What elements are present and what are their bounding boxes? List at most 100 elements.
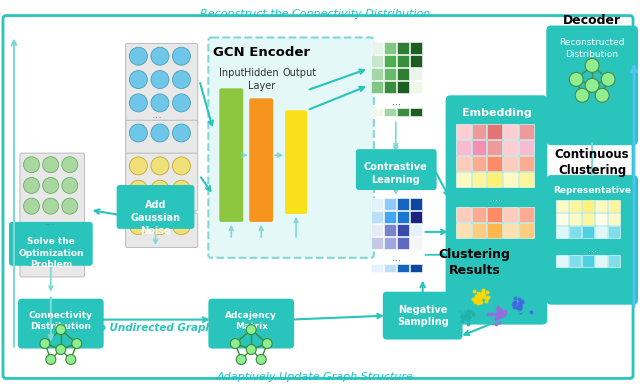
Text: Clustering
Results: Clustering Results <box>438 248 511 277</box>
Bar <box>371 68 383 81</box>
Bar <box>608 255 620 267</box>
Circle shape <box>129 124 147 142</box>
Point <box>515 302 525 308</box>
Point <box>499 310 509 316</box>
Point <box>463 316 473 323</box>
FancyBboxPatch shape <box>285 110 307 214</box>
Point <box>463 308 473 314</box>
Bar <box>371 237 383 249</box>
Circle shape <box>24 178 40 194</box>
Bar <box>397 56 409 67</box>
Point <box>461 314 472 320</box>
Point <box>490 311 500 317</box>
Circle shape <box>172 217 191 235</box>
Circle shape <box>129 180 147 198</box>
Bar <box>371 264 383 272</box>
Bar <box>472 124 486 139</box>
Bar <box>504 124 518 139</box>
Circle shape <box>172 71 191 88</box>
Point <box>456 308 467 315</box>
Bar <box>384 224 396 236</box>
Point <box>493 312 504 319</box>
Point <box>497 308 508 314</box>
Bar <box>371 211 383 223</box>
Point <box>476 293 486 300</box>
Point <box>481 298 492 305</box>
Bar <box>397 108 409 116</box>
Bar <box>371 81 383 93</box>
Point <box>515 305 525 311</box>
Bar <box>520 172 534 187</box>
Circle shape <box>172 47 191 65</box>
Point <box>526 308 536 315</box>
Point <box>473 300 483 306</box>
Bar <box>504 223 518 238</box>
Point <box>477 289 488 295</box>
Point <box>462 309 472 315</box>
Point <box>473 296 483 302</box>
Circle shape <box>40 339 50 348</box>
Point <box>499 312 509 318</box>
Bar <box>384 108 396 116</box>
Point <box>463 314 473 320</box>
Point <box>474 293 484 299</box>
Point <box>483 294 493 301</box>
Point <box>515 302 525 308</box>
Bar <box>371 56 383 67</box>
Point <box>474 293 484 300</box>
Point <box>512 304 522 310</box>
Bar <box>397 68 409 81</box>
Point <box>467 309 477 315</box>
Point <box>458 318 468 324</box>
Point <box>463 321 473 327</box>
Circle shape <box>24 226 40 242</box>
Circle shape <box>246 325 256 335</box>
Bar <box>384 211 396 223</box>
Bar <box>488 172 502 187</box>
Point <box>515 309 525 316</box>
Circle shape <box>172 157 191 175</box>
Bar <box>384 264 396 272</box>
Text: Continuous
Clustering: Continuous Clustering <box>555 148 630 177</box>
Bar <box>456 207 470 222</box>
Point <box>470 296 480 302</box>
Bar <box>504 207 518 222</box>
Bar <box>371 43 383 54</box>
Text: To Undirected Graph: To Undirected Graph <box>93 323 212 333</box>
Point <box>468 296 478 302</box>
Bar <box>520 207 534 222</box>
FancyBboxPatch shape <box>125 120 198 155</box>
Point <box>493 315 504 321</box>
Point <box>464 313 474 319</box>
Point <box>471 294 481 300</box>
Bar <box>595 213 607 225</box>
Point <box>462 308 472 315</box>
Point <box>459 313 469 319</box>
Bar <box>472 140 486 155</box>
Text: Output: Output <box>282 68 316 78</box>
Bar <box>410 237 422 249</box>
Bar <box>397 43 409 54</box>
Bar <box>569 255 581 267</box>
Bar <box>472 172 486 187</box>
Point <box>479 294 489 300</box>
Circle shape <box>595 88 609 102</box>
Circle shape <box>151 71 169 88</box>
FancyBboxPatch shape <box>116 185 195 229</box>
FancyBboxPatch shape <box>547 175 638 305</box>
Point <box>456 308 467 314</box>
FancyBboxPatch shape <box>249 98 273 222</box>
Point <box>474 298 484 304</box>
Circle shape <box>601 72 615 86</box>
FancyBboxPatch shape <box>9 222 93 266</box>
Circle shape <box>43 198 59 214</box>
Circle shape <box>24 249 40 265</box>
Text: Solve the
Optimization
Problem: Solve the Optimization Problem <box>18 237 84 269</box>
Point <box>509 300 520 306</box>
FancyBboxPatch shape <box>220 88 243 222</box>
Bar <box>488 223 502 238</box>
Point <box>515 305 525 312</box>
Point <box>492 316 502 322</box>
Bar <box>384 56 396 67</box>
Point <box>459 315 469 321</box>
